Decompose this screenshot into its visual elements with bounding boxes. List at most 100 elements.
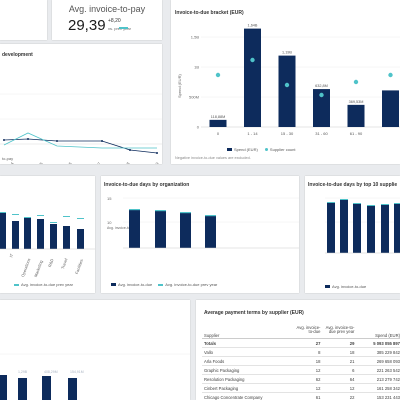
col-avg-prev[interactable]: Avg. invoice-to-due prev year (322, 322, 357, 339)
bracket-x-tick: 31 - 60 (315, 131, 328, 136)
kpi-indicator-icon (119, 27, 128, 29)
bracket-supplier-dot[interactable] (215, 72, 221, 78)
table-row[interactable]: Chicago Concentrate Company 61 22 153 231 4… (202, 392, 400, 400)
top10-card: Invoice-to-due days by top 10 supplie Av… (305, 176, 400, 293)
supplier-cell: Resolution Packaging (202, 374, 295, 384)
legend-avg-prev: Avg. invoice-to-due prev year (165, 282, 218, 287)
avg-prev-cell: 6 (322, 365, 357, 375)
bracket-supplier-dot[interactable] (284, 82, 290, 88)
avg-prev-cell: 21 (322, 356, 357, 366)
avg-cell: 12 (294, 383, 323, 393)
legend-spend: Spend (EUR) (234, 147, 258, 152)
legend-avg: Avg. invoice-to-due (118, 282, 153, 287)
kpi-sub: vs. prev year (108, 26, 131, 31)
avg-cell: 8 (294, 347, 323, 357)
avg-prev-cell: 64 (322, 374, 357, 384)
supplier-cell: Vallo (202, 347, 295, 357)
bracket-bar[interactable] (382, 90, 399, 127)
supplier-cell: Cinbert Packaging (202, 383, 295, 393)
bracket-bar[interactable] (313, 89, 330, 127)
bracket-bar[interactable] (244, 28, 261, 128)
spend-cell: 213 279 742 (356, 374, 400, 384)
table-row[interactable]: Cinbert Packaging 12 12 161 258 342 (202, 383, 400, 393)
org-bar-chart (123, 197, 299, 249)
table-row[interactable]: Vallo 8 18 385 229 842 (202, 347, 400, 357)
bottom-left-bar-chart: 1,29B 408,29M 154,91M (0, 353, 190, 400)
bracket-bar[interactable] (209, 119, 227, 127)
avg-prev-cell: 29 (322, 338, 357, 348)
legend-supplier-count: Supplier count (269, 147, 296, 152)
bracket-y-tick: 1,5B (191, 35, 200, 40)
spend-cell: 269 658 093 (356, 356, 400, 366)
kpi-card: Avg. invoice-to-pay 29,39 +8,20 vs. prev… (52, 0, 162, 40)
bracket-bar-label: 369,53M (349, 100, 364, 104)
legend-top10-avg: Avg. invoice-to-due (332, 284, 367, 289)
top10-legend: Avg. invoice-to-due (325, 284, 366, 289)
spend-cell: 153 231 443 (356, 392, 400, 400)
bracket-card: Invoice-to-due bracket (EUR) Spend (EUR)… (171, 0, 400, 164)
bracket-y-tick: 1B (194, 65, 199, 70)
avg-cell: 18 (294, 356, 323, 366)
bracket-bar-label: 1,64B (248, 24, 258, 28)
kpi-delta: +8,20 (108, 18, 121, 24)
development-series-prev (3, 132, 157, 149)
supplier-cell: Graphic Packaging (202, 365, 295, 375)
bracket-bar-chart: 0 500M 1B 1,5B 118,88M 0 1,64B 1 - 14 1,19B 15 - … (189, 24, 400, 136)
bracket-bar-label: 118,88M (211, 115, 226, 119)
bracket-x-tick: 1 - 14 (247, 131, 258, 136)
bracket-bar-label: 632,8M (315, 84, 328, 88)
bracket-footnote: Negative invoice-to-due values are exclu… (175, 156, 251, 160)
development-title: development (2, 52, 33, 58)
top10-bar-chart (325, 197, 400, 254)
col-avg[interactable]: Avg. invoice-to-due (294, 322, 323, 339)
table-row[interactable]: Arla Foods 18 21 269 658 093 (202, 356, 400, 366)
bracket-y-tick: 0 (197, 125, 200, 130)
spend-cell: 221 263 542 (356, 365, 400, 375)
spend-cell: 385 229 842 (356, 347, 400, 357)
legend-prev-year: Avg. invoice-to-due prev year (21, 282, 73, 287)
terms-table: Supplier Avg. invoice-to-due Avg. invoic… (202, 322, 400, 400)
svg-text:154,91M: 154,91M (70, 370, 84, 374)
avg-prev-cell: 22 (322, 392, 357, 400)
supplier-cell: Arla Foods (202, 356, 295, 366)
org-left-card: IT Operations Marketing R&D Travel Facil… (0, 176, 95, 293)
bracket-supplier-dot[interactable] (250, 57, 255, 63)
org-left-legend: Avg. invoice-to-due prev year (14, 282, 73, 287)
table-header-row: Supplier Avg. invoice-to-due Avg. invoic… (202, 322, 400, 339)
bracket-supplier-dot[interactable] (353, 79, 359, 85)
avg-cell: 12 (294, 365, 323, 375)
bracket-title: Invoice-to-due bracket (EUR) (175, 10, 244, 16)
table-totals-row[interactable]: Totals 27 29 5 093 055 897 (202, 338, 400, 348)
bracket-y-tick: 500M (189, 95, 199, 100)
kpi-value: 29,39 (68, 17, 106, 34)
bracket-bar[interactable] (278, 55, 296, 127)
org-legend: Avg. invoice-to-due Avg. invoice-to-due … (111, 282, 217, 287)
development-card: development 2014 2015 2016 2017 2018 201… (0, 44, 162, 164)
org-title: Invoice-to-due days by organization (104, 182, 190, 188)
col-spend[interactable]: Spend (EUR) (356, 322, 400, 339)
avg-prev-cell: 12 (322, 383, 357, 393)
bracket-supplier-dot[interactable] (319, 92, 324, 98)
development-series-current (3, 138, 158, 154)
kpi-title: Avg. invoice-to-pay (68, 4, 146, 14)
svg-text:1,29B: 1,29B (18, 370, 28, 374)
bracket-legend: Spend (EUR) Supplier count (227, 147, 296, 152)
svg-text:408,29M: 408,29M (44, 370, 58, 374)
bracket-x-tick: 15 - 30 (281, 131, 294, 136)
avg-cell: 27 (294, 338, 323, 348)
bracket-x-tick: 0 (217, 131, 220, 136)
col-supplier[interactable]: Supplier (202, 322, 295, 339)
development-foot: to-pay (2, 156, 14, 161)
bracket-bar-label: 1,19B (282, 51, 292, 55)
bracket-bar[interactable] (347, 104, 365, 127)
org-left-bar-chart (0, 212, 95, 250)
supplier-cell: Chicago Concentrate Company (202, 392, 295, 400)
spend-cell: 161 258 342 (356, 383, 400, 393)
table-row[interactable]: Graphic Packaging 12 6 221 263 542 (202, 365, 400, 375)
bracket-x-tick: 61 - 90 (350, 131, 363, 136)
supplier-cell: Totals (202, 338, 295, 348)
bracket-supplier-dot[interactable] (388, 72, 393, 78)
kpi-card-left (0, 0, 47, 40)
table-row[interactable]: Resolution Packaging 62 64 213 279 742 (202, 374, 400, 384)
bottom-left-card: 1,29B 408,29M 154,91M (0, 300, 190, 400)
